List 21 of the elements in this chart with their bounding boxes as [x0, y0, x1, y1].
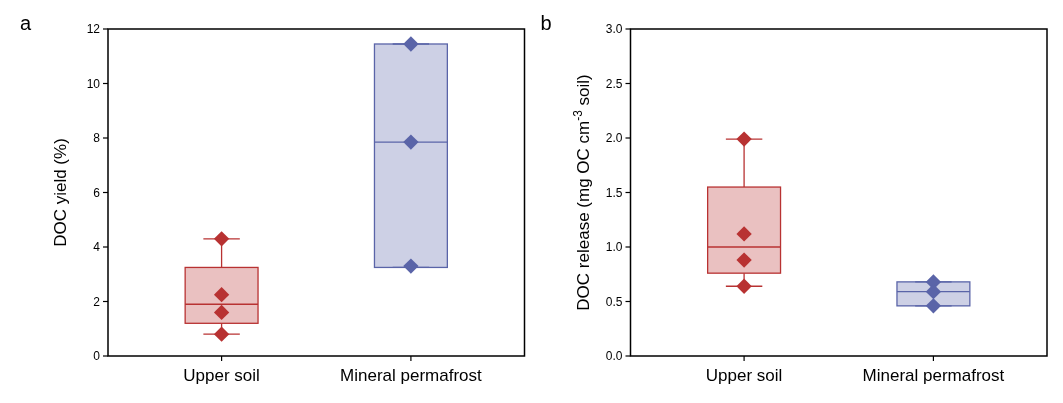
y-tick-label: 2.5	[605, 76, 623, 91]
chart-title: b	[540, 12, 552, 34]
y-tick-label: 3.0	[605, 22, 623, 37]
x-tick-label: Mineral permafrost	[862, 366, 1005, 385]
y-tick-label: 1.0	[605, 240, 623, 255]
y-axis-title: DOC yield (%)	[51, 138, 70, 247]
x-tick-label: Upper soil	[705, 366, 783, 385]
y-tick-label: 10	[86, 76, 101, 91]
x-tick-label: Mineral permafrost	[340, 366, 483, 385]
y-tick-label: 1.5	[605, 185, 623, 200]
chart-title: a	[20, 12, 32, 34]
y-tick-label: 2	[93, 294, 101, 309]
y-tick-label: 0.0	[605, 349, 623, 364]
y-tick-label: 6	[93, 185, 101, 200]
y-tick-label: 4	[93, 240, 101, 255]
y-tick-label: 8	[93, 131, 101, 146]
y-tick-label: 0.5	[605, 294, 623, 309]
x-tick-label: Upper soil	[183, 366, 260, 385]
y-tick-label: 2.0	[605, 131, 623, 146]
y-tick-label: 12	[86, 22, 101, 37]
y-tick-label: 0	[93, 349, 101, 364]
